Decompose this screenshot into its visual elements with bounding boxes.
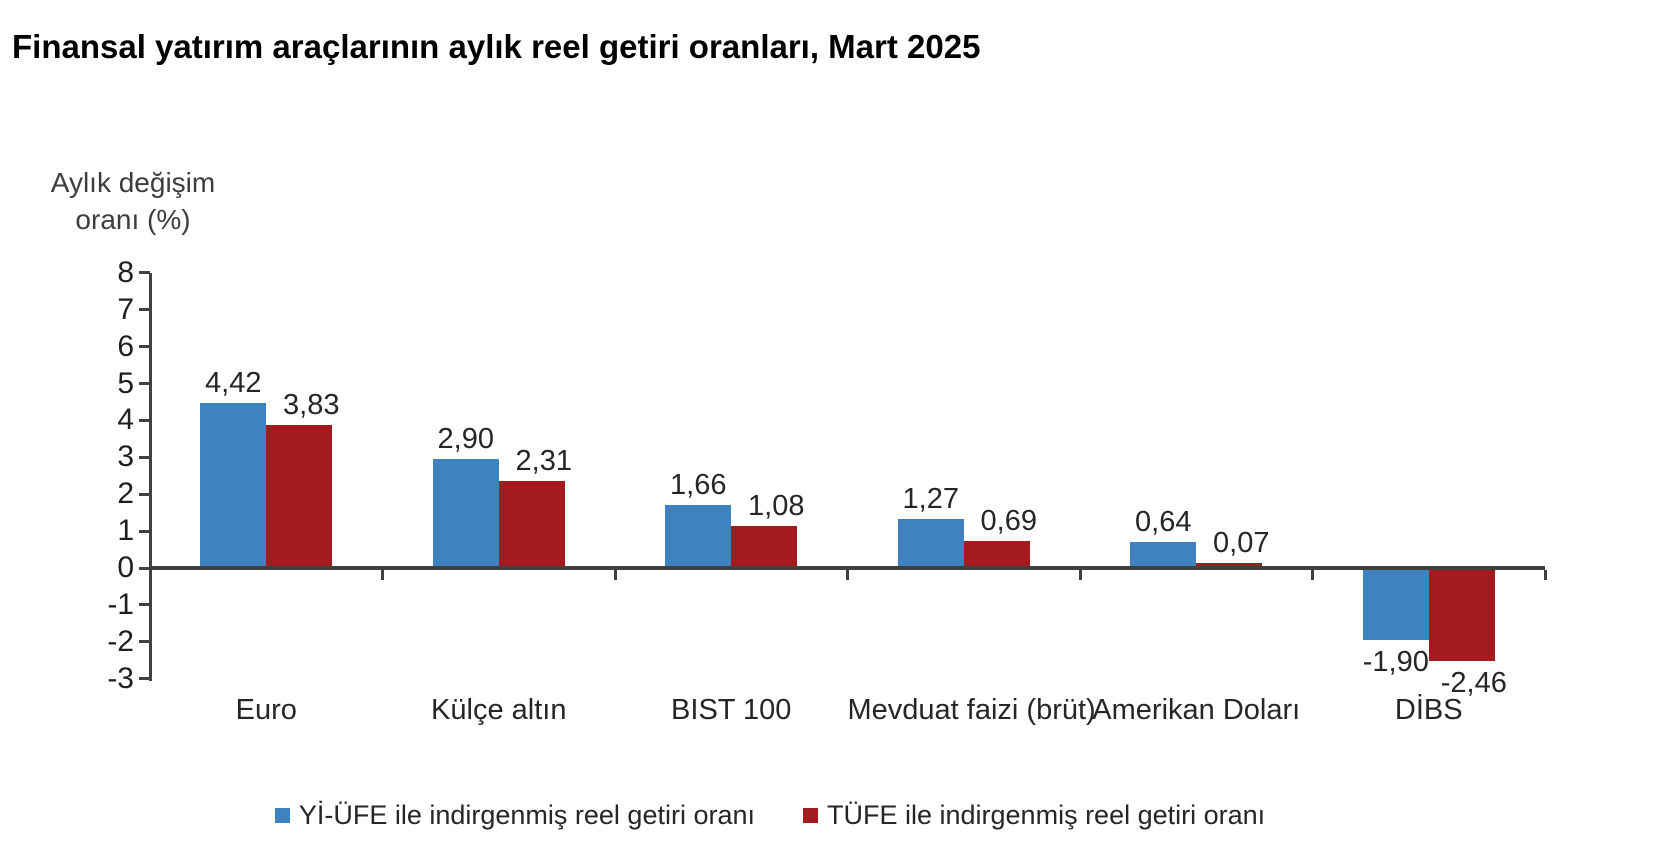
bar-tufe — [731, 526, 798, 566]
bar-value-label: 4,42 — [205, 366, 262, 399]
y-tick-label: 6 — [117, 329, 134, 363]
y-tick-mark — [139, 345, 150, 349]
bar-value-label: -2,46 — [1440, 666, 1507, 699]
bar-value-label: 0,07 — [1213, 527, 1270, 560]
bar-yiufe — [1130, 542, 1197, 566]
bar-value-label: -1,90 — [1362, 646, 1429, 679]
bar-yiufe — [200, 402, 267, 566]
y-tick-mark — [139, 271, 150, 275]
x-axis-line — [150, 566, 1545, 570]
y-tick-label: 0 — [117, 551, 134, 584]
legend-label-tufe: TÜFE ile indirgenmiş reel getiri oranı — [827, 800, 1266, 830]
legend: Yİ-ÜFE ile indirgenmiş reel getiri oranı… — [0, 800, 1540, 831]
y-tick-mark — [139, 492, 150, 496]
y-tick-mark — [139, 677, 150, 681]
bar-value-label: 0,64 — [1135, 506, 1192, 539]
y-tick-label: -3 — [107, 661, 134, 695]
legend-swatch-blue-icon — [274, 808, 290, 823]
y-axis-title: Aylık değişim oranı (%) — [50, 167, 216, 235]
x-tick-mark — [1543, 570, 1547, 580]
x-tick-mark — [613, 570, 617, 580]
bar-value-label: 1,27 — [902, 483, 959, 516]
bar-value-label: 2,31 — [515, 444, 572, 477]
y-tick-label: 1 — [117, 514, 134, 548]
y-tick-label: -2 — [107, 624, 134, 658]
bar-yiufe — [897, 519, 964, 566]
x-tick-mark — [1311, 570, 1314, 580]
y-axis-line — [149, 272, 152, 681]
x-tick-mark — [1078, 570, 1082, 580]
bar-value-label: 1,08 — [748, 490, 805, 523]
y-tick-label: 4 — [117, 403, 134, 437]
y-tick-label: -1 — [107, 587, 134, 621]
y-tick-mark — [139, 529, 150, 533]
chart-title: Finansal yatırım araçlarının aylık reel … — [12, 28, 981, 65]
category-label: Amerikan Doları — [1092, 694, 1301, 726]
legend-swatch-red-icon — [803, 808, 818, 823]
category-label: BIST 100 — [671, 694, 792, 726]
bar-tufe — [498, 480, 565, 566]
y-tick-label: 2 — [117, 477, 134, 511]
y-tick-label: 5 — [117, 366, 134, 400]
category-label: Mevduat faizi (brüt) — [847, 694, 1096, 726]
y-tick-label: 8 — [117, 255, 134, 289]
y-tick-label: 7 — [117, 292, 134, 326]
bar-value-label: 2,90 — [437, 422, 494, 455]
bar-tufe — [266, 424, 333, 566]
y-tick-mark — [139, 308, 150, 312]
bar-yiufe — [665, 504, 732, 566]
bar-yiufe — [432, 458, 499, 566]
category-label: Külçe altın — [431, 694, 567, 726]
x-tick-mark — [846, 570, 849, 580]
category-label: Euro — [235, 694, 297, 726]
x-tick-mark — [381, 570, 384, 580]
y-tick-mark — [139, 640, 150, 644]
bar-tufe — [1196, 563, 1263, 566]
bar-value-label: 1,66 — [670, 468, 727, 501]
y-tick-mark — [139, 566, 150, 570]
bar-tufe — [1428, 570, 1495, 661]
bar-value-label: 3,83 — [283, 388, 340, 421]
category-label: DİBS — [1394, 694, 1463, 726]
y-tick-mark — [139, 382, 150, 385]
y-tick-mark — [139, 603, 150, 607]
legend-item-yiufe: Yİ-ÜFE ile indirgenmiş reel getiri oranı — [274, 800, 755, 831]
bar-yiufe — [1362, 570, 1429, 641]
y-tick-mark — [139, 418, 150, 422]
y-tick-label: 3 — [117, 440, 134, 474]
legend-item-tufe: TÜFE ile indirgenmiş reel getiri oranı — [803, 800, 1265, 831]
bar-tufe — [963, 540, 1030, 566]
legend-label-yiufe: Yİ-ÜFE ile indirgenmiş reel getiri oranı — [298, 800, 755, 830]
bar-value-label: 0,69 — [980, 504, 1037, 537]
y-tick-mark — [139, 455, 150, 459]
